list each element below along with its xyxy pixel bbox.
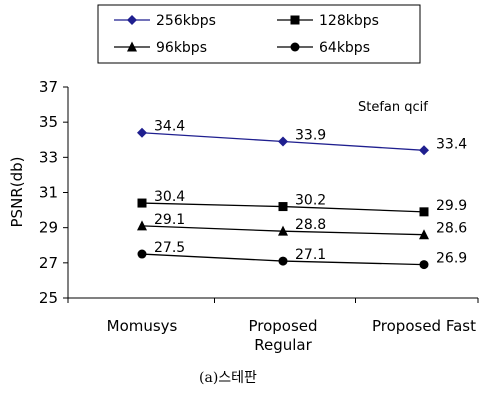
legend-label: 64kbps [319,40,370,56]
legend-marker-circle [290,42,300,52]
data-label: 28.6 [436,221,467,237]
x-category-label: Momusys [107,317,178,335]
y-axis-title: PSNR(db) [8,157,26,228]
y-tick-label: 31 [39,184,58,202]
data-point-circle [137,249,147,259]
y-tick-label: 27 [39,254,58,272]
legend-label: 128kbps [319,13,379,29]
data-point-square [137,198,147,208]
data-label: 30.2 [295,193,326,209]
series-96kbps: 29.1 28.8 28.6 [137,212,467,240]
data-point-circle [278,256,288,266]
data-point-triangle [419,229,429,240]
data-label: 29.9 [436,198,467,214]
data-point-triangle [137,220,147,231]
chart-annotation: Stefan qcif [358,100,428,115]
x-category-label: Proposed [248,317,317,335]
legend-marker-triangle [127,41,137,52]
legend: 256kbps 128kbps 96kbps 64kbps [97,4,421,64]
legend-label: 256kbps [156,13,216,29]
data-point-square [278,202,288,212]
data-label: 27.1 [295,247,326,263]
legend-item-128kbps: 128kbps [277,13,379,29]
data-point-diamond [137,127,147,138]
legend-item-96kbps: 96kbps [114,40,207,56]
y-tick-label: 25 [39,289,58,307]
legend-item-256kbps: 256kbps [114,13,216,29]
y-tick-label: 29 [39,219,58,237]
y-tick-label: 37 [39,78,58,96]
data-label: 28.8 [295,217,326,233]
data-point-diamond [278,136,288,147]
data-label: 27.5 [154,240,185,256]
data-label: 33.4 [436,136,467,152]
data-point-diamond [419,145,429,156]
series-128kbps: 30.4 30.2 29.9 [137,189,467,217]
x-category-label: Regular [254,336,312,354]
series-64kbps: 27.5 27.1 26.9 [137,240,467,270]
series-256kbps: 34.4 33.9 33.4 [137,119,467,156]
legend-label: 96kbps [156,40,207,56]
figure-caption: (a)스테판 [199,370,257,386]
legend-marker-square [290,15,300,25]
data-label: 30.4 [154,189,185,205]
data-label: 34.4 [154,119,185,135]
y-tick-label: 35 [39,113,58,131]
data-point-circle [419,260,429,270]
data-label: 33.9 [295,128,326,144]
legend-box [97,4,421,64]
data-point-triangle [278,225,288,236]
legend-marker-diamond [127,15,137,25]
x-category-label: Proposed Fast [372,317,476,335]
data-label: 26.9 [436,251,467,267]
y-tick-label: 33 [39,148,58,166]
legend-item-64kbps: 64kbps [277,40,370,56]
data-label: 29.1 [154,212,185,228]
data-point-square [419,207,429,217]
